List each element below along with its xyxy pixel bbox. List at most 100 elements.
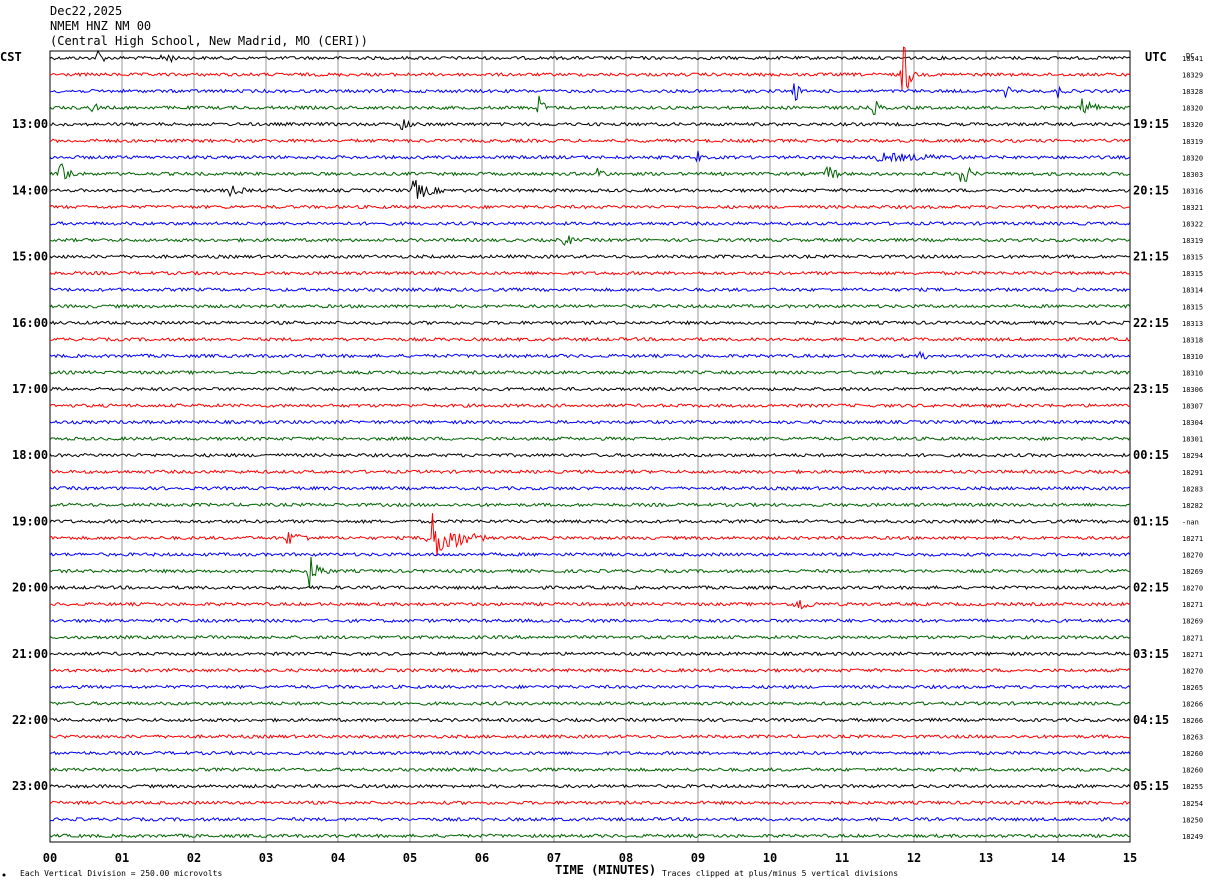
cst-label: CST <box>0 50 22 64</box>
cst-hour-label: 21:00 <box>12 647 48 661</box>
scale-note: Each Vertical Division = 250.00 microvol… <box>20 869 222 878</box>
dc-offset-label: 18322 <box>1182 221 1203 229</box>
dc-offset-label: 18318 <box>1182 336 1203 344</box>
trace-line <box>49 634 1131 640</box>
trace-line <box>49 502 1131 508</box>
trace-line <box>49 303 1131 309</box>
trace-line <box>49 336 1131 342</box>
x-tick-label: 13 <box>979 851 993 865</box>
dc-offset-label: 18255 <box>1182 783 1203 791</box>
dc-offset-label: 18265 <box>1182 684 1203 692</box>
cst-hour-label: 23:00 <box>12 779 48 793</box>
trace-line <box>49 204 1131 210</box>
x-axis-title: TIME (MINUTES) <box>555 863 656 877</box>
cst-hour-label: 20:00 <box>12 581 48 595</box>
trace-line <box>49 469 1131 475</box>
dc-offset-label: 18271 <box>1182 601 1203 609</box>
trace-line <box>49 750 1131 756</box>
cst-hour-label: 15:00 <box>12 250 48 264</box>
dc-offset-label: 18310 <box>1182 369 1203 377</box>
plot-frame <box>49 50 1131 843</box>
dc-offset-label: 18249 <box>1182 833 1203 841</box>
x-tick-label: 01 <box>115 851 129 865</box>
trace-line <box>49 270 1131 276</box>
utc-hour-label: 21:15 <box>1133 250 1169 264</box>
utc-label: UTC <box>1145 50 1167 64</box>
trace-line <box>49 150 1131 163</box>
trace-line <box>49 651 1131 657</box>
cst-hour-label: 18:00 <box>12 448 48 462</box>
trace-line <box>49 767 1131 773</box>
trace-line <box>49 552 1131 558</box>
utc-hour-label: 22:15 <box>1133 316 1169 330</box>
trace-line <box>49 320 1131 326</box>
dc-offset-label: 18301 <box>1182 436 1203 444</box>
dc-offset-label: 18321 <box>1182 204 1203 212</box>
trace-line <box>49 556 1131 589</box>
dc-offset-label: 18320 <box>1182 105 1203 113</box>
dc-offset-label: -nan <box>1182 518 1199 526</box>
cst-hour-label: 13:00 <box>12 117 48 131</box>
utc-hour-label: 04:15 <box>1133 713 1169 727</box>
trace-line <box>49 783 1131 789</box>
dc-offset-label: 18270 <box>1182 552 1203 560</box>
trace-line <box>49 163 1131 182</box>
trace-line <box>50 600 1131 610</box>
utc-hour-label: 20:15 <box>1133 183 1169 197</box>
cst-hour-label: 19:00 <box>12 514 48 528</box>
utc-hour-label: 03:15 <box>1133 647 1169 661</box>
trace-line <box>49 585 1130 591</box>
dc-offset-label: 18270 <box>1182 667 1203 675</box>
x-tick-label: 00 <box>43 851 57 865</box>
trace-line <box>49 350 1131 360</box>
dc-offset-label: 18263 <box>1182 734 1203 742</box>
utc-hour-label: 19:15 <box>1133 117 1169 131</box>
trace-line <box>49 833 1131 839</box>
x-tick-label: 03 <box>259 851 273 865</box>
dc-offset-label: 18329 <box>1182 72 1203 80</box>
dc-offset-label: 18307 <box>1182 403 1203 411</box>
utc-hour-label: 02:15 <box>1133 581 1169 595</box>
cst-hour-label: 14:00 <box>12 183 48 197</box>
trace-line <box>49 816 1131 822</box>
x-tick-label: 11 <box>835 851 849 865</box>
dc-offset-label: 18271 <box>1182 651 1203 659</box>
trace-line <box>49 138 1131 144</box>
x-tick-label: 04 <box>331 851 345 865</box>
trace-line <box>49 119 1131 131</box>
trace-line <box>49 452 1131 458</box>
trace-line <box>49 235 1131 246</box>
trace-line <box>49 220 1131 226</box>
trace-line <box>49 717 1131 723</box>
trace-line <box>49 179 1131 199</box>
dc-offset-label: 18341 <box>1182 55 1203 63</box>
x-tick-label: 09 <box>691 851 705 865</box>
dc-offset-label: 18266 <box>1182 700 1203 708</box>
clip-note: Traces clipped at plus/minus 5 vertical … <box>662 869 898 878</box>
minute-grid <box>49 51 1131 842</box>
trace-line <box>49 46 1131 90</box>
dc-offset-label: 18269 <box>1182 618 1203 626</box>
dc-offset-label: 18291 <box>1182 469 1203 477</box>
cst-hour-label: 17:00 <box>12 382 48 396</box>
dc-offset-label: 18254 <box>1182 800 1203 808</box>
trace-line <box>49 667 1131 673</box>
dc-offset-label: 18271 <box>1182 535 1203 543</box>
trace-line <box>49 800 1131 806</box>
dc-offset-label: 18314 <box>1182 287 1203 295</box>
utc-hour-label: 23:15 <box>1133 382 1169 396</box>
dc-offset-label: 18315 <box>1182 254 1203 262</box>
x-tick-label: 06 <box>475 851 489 865</box>
dc-offset-label: 18316 <box>1182 187 1203 195</box>
trace-line <box>49 684 1131 690</box>
dc-offset-label: 18310 <box>1182 353 1203 361</box>
x-tick-label: 07 <box>547 851 561 865</box>
trace-line <box>49 436 1131 442</box>
dc-offset-label: 18319 <box>1182 237 1203 245</box>
dc-offset-label: 18315 <box>1182 270 1203 278</box>
trace-line <box>49 700 1131 706</box>
dc-offset-label: 18306 <box>1182 386 1203 394</box>
seismic-traces <box>49 46 1131 839</box>
x-tick-label: 02 <box>187 851 201 865</box>
